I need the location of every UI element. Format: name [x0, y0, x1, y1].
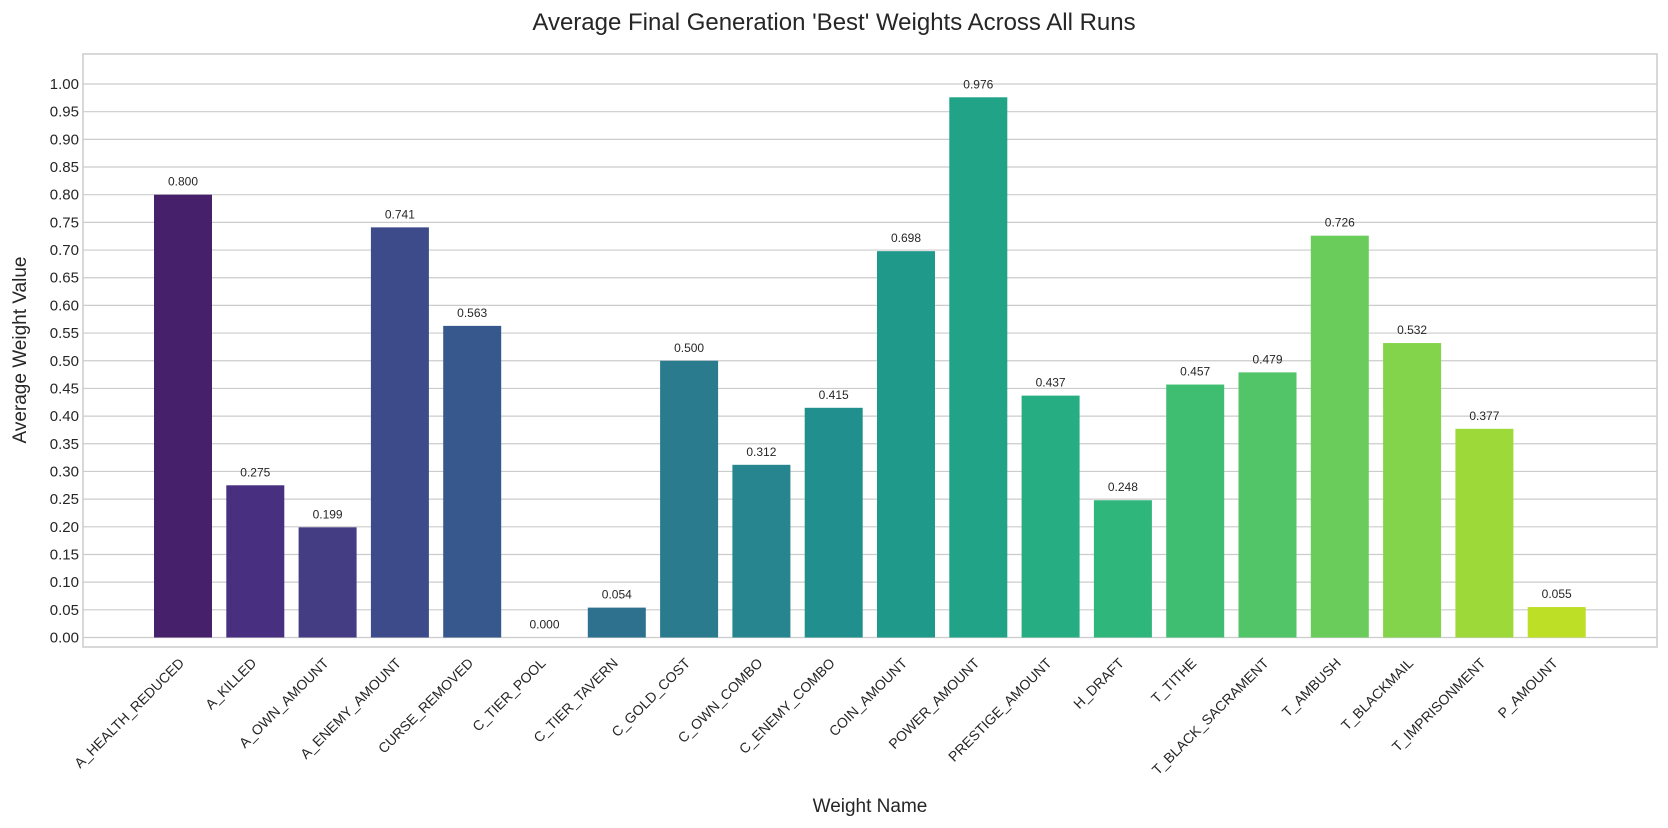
bar-value-label: 0.479 [1252, 352, 1282, 366]
y-tick-label: 0.90 [50, 131, 79, 148]
y-axis-ticks: 0.00 0.05 0.10 0.15 0.20 0.25 0.30 0.35 0.40 0.45… [50, 76, 79, 647]
x-tick-label: A_KILLED [202, 655, 260, 713]
bar-value-label: 0.563 [457, 306, 487, 320]
bar-t-tithe [1166, 384, 1225, 638]
y-tick-label: 0.95 [50, 104, 79, 121]
bar-t-imprisonment [1455, 428, 1514, 638]
bar-value-label: 0.275 [240, 465, 270, 479]
bar-c-gold-cost [660, 360, 719, 638]
y-tick-label: 0.70 [50, 242, 79, 259]
bar-a-own-amount [298, 527, 357, 638]
bar-value-label: 0.500 [674, 341, 704, 355]
y-tick-label: 0.65 [50, 270, 79, 287]
x-tick-label: H_DRAFT [1070, 654, 1127, 711]
bar-value-label: 0.055 [1542, 587, 1572, 601]
y-tick-label: 0.05 [50, 602, 79, 619]
bar-p-amount [1527, 607, 1586, 638]
bar-curse-removed [443, 325, 502, 638]
bar-value-label: 0.741 [385, 207, 415, 221]
bar-value-label: 0.698 [891, 231, 921, 245]
bar-value-label: 0.199 [313, 507, 343, 521]
x-axis-label: Weight Name [813, 796, 928, 817]
y-tick-label: 0.00 [50, 630, 79, 647]
y-tick-label: 0.15 [50, 546, 79, 563]
bar-c-enemy-combo [804, 407, 863, 638]
y-axis-label: Average Weight Value [10, 257, 31, 444]
y-tick-label: 0.50 [50, 353, 79, 370]
x-tick-label: T_TITHE [1148, 655, 1199, 706]
bar-value-label: 0.248 [1108, 480, 1138, 494]
x-axis-ticks: A_HEALTH_REDUCED A_KILLEDA_OWN_AMOUNTA_EN… [71, 654, 1561, 777]
y-tick-label: 0.60 [50, 297, 79, 314]
bar-value-label: 0.800 [168, 175, 198, 189]
bar-value-label: 0.976 [963, 77, 993, 91]
x-tick-label: T_BLACK_SACRAMENT [1149, 654, 1272, 777]
bar-value-label: 0.415 [819, 388, 849, 402]
y-tick-label: 1.00 [50, 76, 79, 93]
y-tick-label: 0.85 [50, 159, 79, 176]
x-tick-label: A_HEALTH_REDUCED [71, 655, 187, 771]
bar-value-label: 0.054 [602, 588, 632, 602]
bar-c-tier-tavern [587, 607, 646, 638]
bar-power-amount [949, 97, 1008, 638]
y-tick-label: 0.10 [50, 574, 79, 591]
bar-a-killed [226, 485, 285, 638]
y-tick-label: 0.25 [50, 491, 79, 508]
y-tick-label: 0.75 [50, 214, 79, 231]
chart-title: Average Final Generation 'Best' Weights … [532, 9, 1135, 36]
y-tick-label: 0.80 [50, 187, 79, 204]
bar-value-label: 0.457 [1180, 365, 1210, 379]
bar-c-own-combo [732, 464, 791, 638]
bar-value-label: 0.312 [746, 445, 776, 459]
bar-coin-amount [877, 251, 935, 638]
y-tick-label: 0.30 [50, 463, 79, 480]
y-tick-label: 0.40 [50, 408, 79, 425]
x-tick-label: P_AMOUNT [1494, 654, 1561, 721]
x-tick-label: COIN_AMOUNT [826, 654, 911, 739]
plot-frame [82, 53, 1658, 648]
x-tick-label: T_AMBUSH [1279, 655, 1344, 720]
y-tick-label: 0.45 [50, 380, 79, 397]
bar-value-label: 0.437 [1036, 376, 1066, 390]
bar-prestige-amount [1021, 395, 1080, 638]
bar-a-enemy-amount [370, 227, 429, 638]
bar-value-label: 0.377 [1469, 409, 1499, 423]
y-tick-label: 0.55 [50, 325, 79, 342]
bar-t-black-sacrament [1238, 372, 1297, 638]
bar-value-label: 0.532 [1397, 323, 1427, 337]
x-tick-label: T_BLACKMAIL [1338, 655, 1417, 734]
bar-value-label: 0.726 [1325, 216, 1355, 230]
bar-value-label: 0.000 [529, 618, 559, 632]
bar-t-blackmail [1383, 343, 1442, 638]
x-tick-label: C_TIER_POOL [469, 655, 549, 735]
bar-t-ambush [1310, 235, 1369, 638]
bar-h-draft [1093, 500, 1152, 638]
y-tick-label: 0.35 [50, 436, 79, 453]
bars [154, 97, 1586, 638]
bar-a-health-reduced [154, 194, 212, 638]
y-tick-label: 0.20 [50, 519, 79, 536]
bar-value-labels: 0.800 0.275 0.199 0.741 0.563 0.000 0.054 0.500… [168, 77, 1572, 631]
